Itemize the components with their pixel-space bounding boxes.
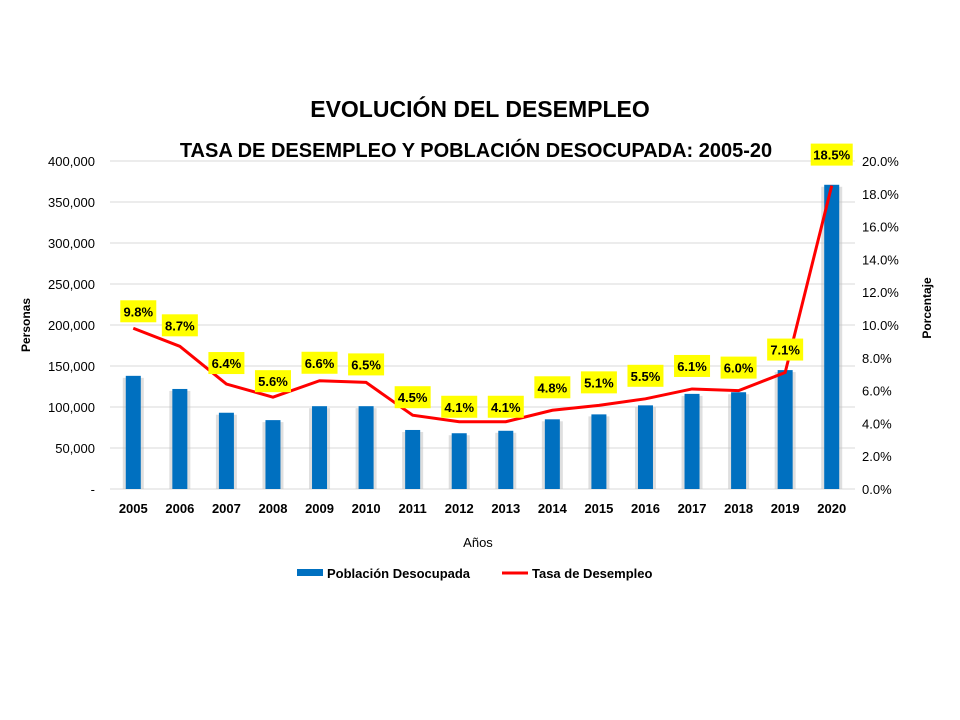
data-label-box — [348, 353, 385, 376]
data-label-box — [120, 300, 157, 323]
x-tick-label: 2014 — [538, 501, 568, 516]
y-tick-label: 100,000 — [48, 400, 95, 415]
data-label-tasa: 5.6% — [258, 374, 288, 389]
data-label-box — [208, 352, 245, 375]
bar-poblacion-2014 — [544, 419, 560, 489]
x-axis-label: Años — [463, 535, 493, 550]
y-tick-label: 400,000 — [48, 154, 95, 169]
data-label-tasa: 4.5% — [398, 390, 428, 405]
y2-tick-label: 20.0% — [862, 154, 899, 169]
y-tick-label: 350,000 — [48, 195, 95, 210]
bar-poblacion-2005 — [125, 375, 141, 489]
y2-tick-label: 14.0% — [862, 252, 899, 267]
y2-tick-label: 12.0% — [862, 285, 899, 300]
data-label-tasa: 7.1% — [770, 343, 800, 358]
bar-poblacion-2008 — [265, 420, 281, 489]
bar-poblacion-2015 — [591, 414, 607, 489]
line-tasa — [132, 185, 834, 424]
y-tick-label: 50,000 — [55, 441, 95, 456]
data-label-box — [720, 356, 757, 379]
bar-poblacion-2016 — [637, 405, 653, 489]
x-tick-label: 2019 — [771, 501, 800, 516]
data-label-box — [254, 370, 291, 393]
chart-subtitle: TASA DE DESEMPLEO Y POBLACIÓN DESOCUPADA… — [180, 138, 772, 162]
bar-poblacion-2013 — [498, 430, 514, 489]
y2-tick-label: 2.0% — [862, 449, 892, 464]
data-label-tasa: 4.8% — [538, 380, 568, 395]
chart-title: EVOLUCIÓN DEL DESEMPLEO — [310, 95, 650, 122]
x-tick-label: 2009 — [305, 501, 334, 516]
bar-poblacion-2020 — [824, 184, 840, 489]
data-label-box — [394, 386, 431, 409]
y2-tick-label: 10.0% — [862, 318, 899, 333]
data-label-tasa: 8.7% — [165, 318, 195, 333]
data-label-tasa: 6.4% — [212, 356, 242, 371]
data-label-tasa: 5.5% — [631, 369, 661, 384]
x-tick-label: 2008 — [259, 501, 288, 516]
x-tick-label: 2011 — [399, 501, 427, 516]
y2-tick-label: 18.0% — [862, 187, 899, 202]
data-label-box — [487, 395, 524, 418]
y-tick-label: 300,000 — [48, 236, 95, 251]
bar-poblacion-2006 — [172, 388, 188, 489]
bar-poblacion-2007 — [218, 412, 234, 489]
y-tick-label: 200,000 — [48, 318, 95, 333]
bar-poblacion-2017 — [684, 393, 700, 489]
data-label-tasa: 5.1% — [584, 375, 614, 390]
bar-poblacion-2011 — [405, 429, 421, 489]
legend-bar-label: Población Desocupada — [327, 566, 471, 581]
data-label-box — [767, 338, 804, 361]
data-label-tasa: 18.5% — [813, 148, 850, 163]
bar-poblacion-2019 — [777, 370, 793, 489]
bar-poblacion-2010 — [358, 406, 374, 489]
y2-tick-label: 8.0% — [862, 351, 892, 366]
data-label-tasa: 4.1% — [491, 400, 521, 415]
y2-tick-label: 6.0% — [862, 384, 892, 399]
bar-poblacion-2012 — [451, 433, 467, 489]
data-label-tasa: 9.8% — [123, 304, 153, 319]
data-label-box — [810, 143, 853, 166]
x-tick-label: 2006 — [165, 501, 194, 516]
data-label-box — [534, 376, 571, 399]
data-label-box — [627, 364, 664, 387]
y2-tick-label: 4.0% — [862, 416, 892, 431]
legend-line-label: Tasa de Desempleo — [532, 566, 652, 581]
data-label-box — [580, 371, 617, 394]
data-label-box — [674, 354, 711, 377]
x-tick-label: 2010 — [352, 501, 381, 516]
data-label-box — [441, 395, 478, 418]
data-label-tasa: 4.1% — [444, 400, 474, 415]
y2-axis-label: Porcentaje — [920, 277, 934, 339]
data-label-tasa: 6.5% — [351, 357, 381, 372]
x-tick-label: 2013 — [491, 501, 520, 516]
x-tick-label: 2017 — [678, 501, 707, 516]
data-label-box — [301, 351, 338, 374]
x-tick-label: 2018 — [724, 501, 753, 516]
y-tick-label: 150,000 — [48, 359, 95, 374]
x-tick-label: 2005 — [119, 501, 148, 516]
x-tick-label: 2020 — [817, 501, 846, 516]
data-label-tasa: 6.6% — [305, 356, 335, 371]
data-label-tasa: 6.1% — [677, 359, 707, 374]
data-label-tasa: 6.0% — [724, 361, 754, 376]
legend-bar-swatch — [297, 569, 323, 576]
y2-tick-label: 16.0% — [862, 220, 899, 235]
x-tick-label: 2015 — [584, 501, 613, 516]
bar-poblacion-2018 — [731, 392, 747, 489]
data-label-box — [161, 314, 198, 337]
x-tick-label: 2012 — [445, 501, 474, 516]
y-axis-label: Personas — [19, 298, 33, 352]
y2-tick-label: 0.0% — [862, 482, 892, 497]
y-tick-label: 250,000 — [48, 277, 95, 292]
x-tick-label: 2016 — [631, 501, 660, 516]
bar-poblacion-2009 — [312, 406, 328, 489]
x-tick-label: 2007 — [212, 501, 241, 516]
legend: Población Desocupada Tasa de Desempleo — [297, 566, 652, 581]
y-tick-label: - — [91, 482, 95, 497]
